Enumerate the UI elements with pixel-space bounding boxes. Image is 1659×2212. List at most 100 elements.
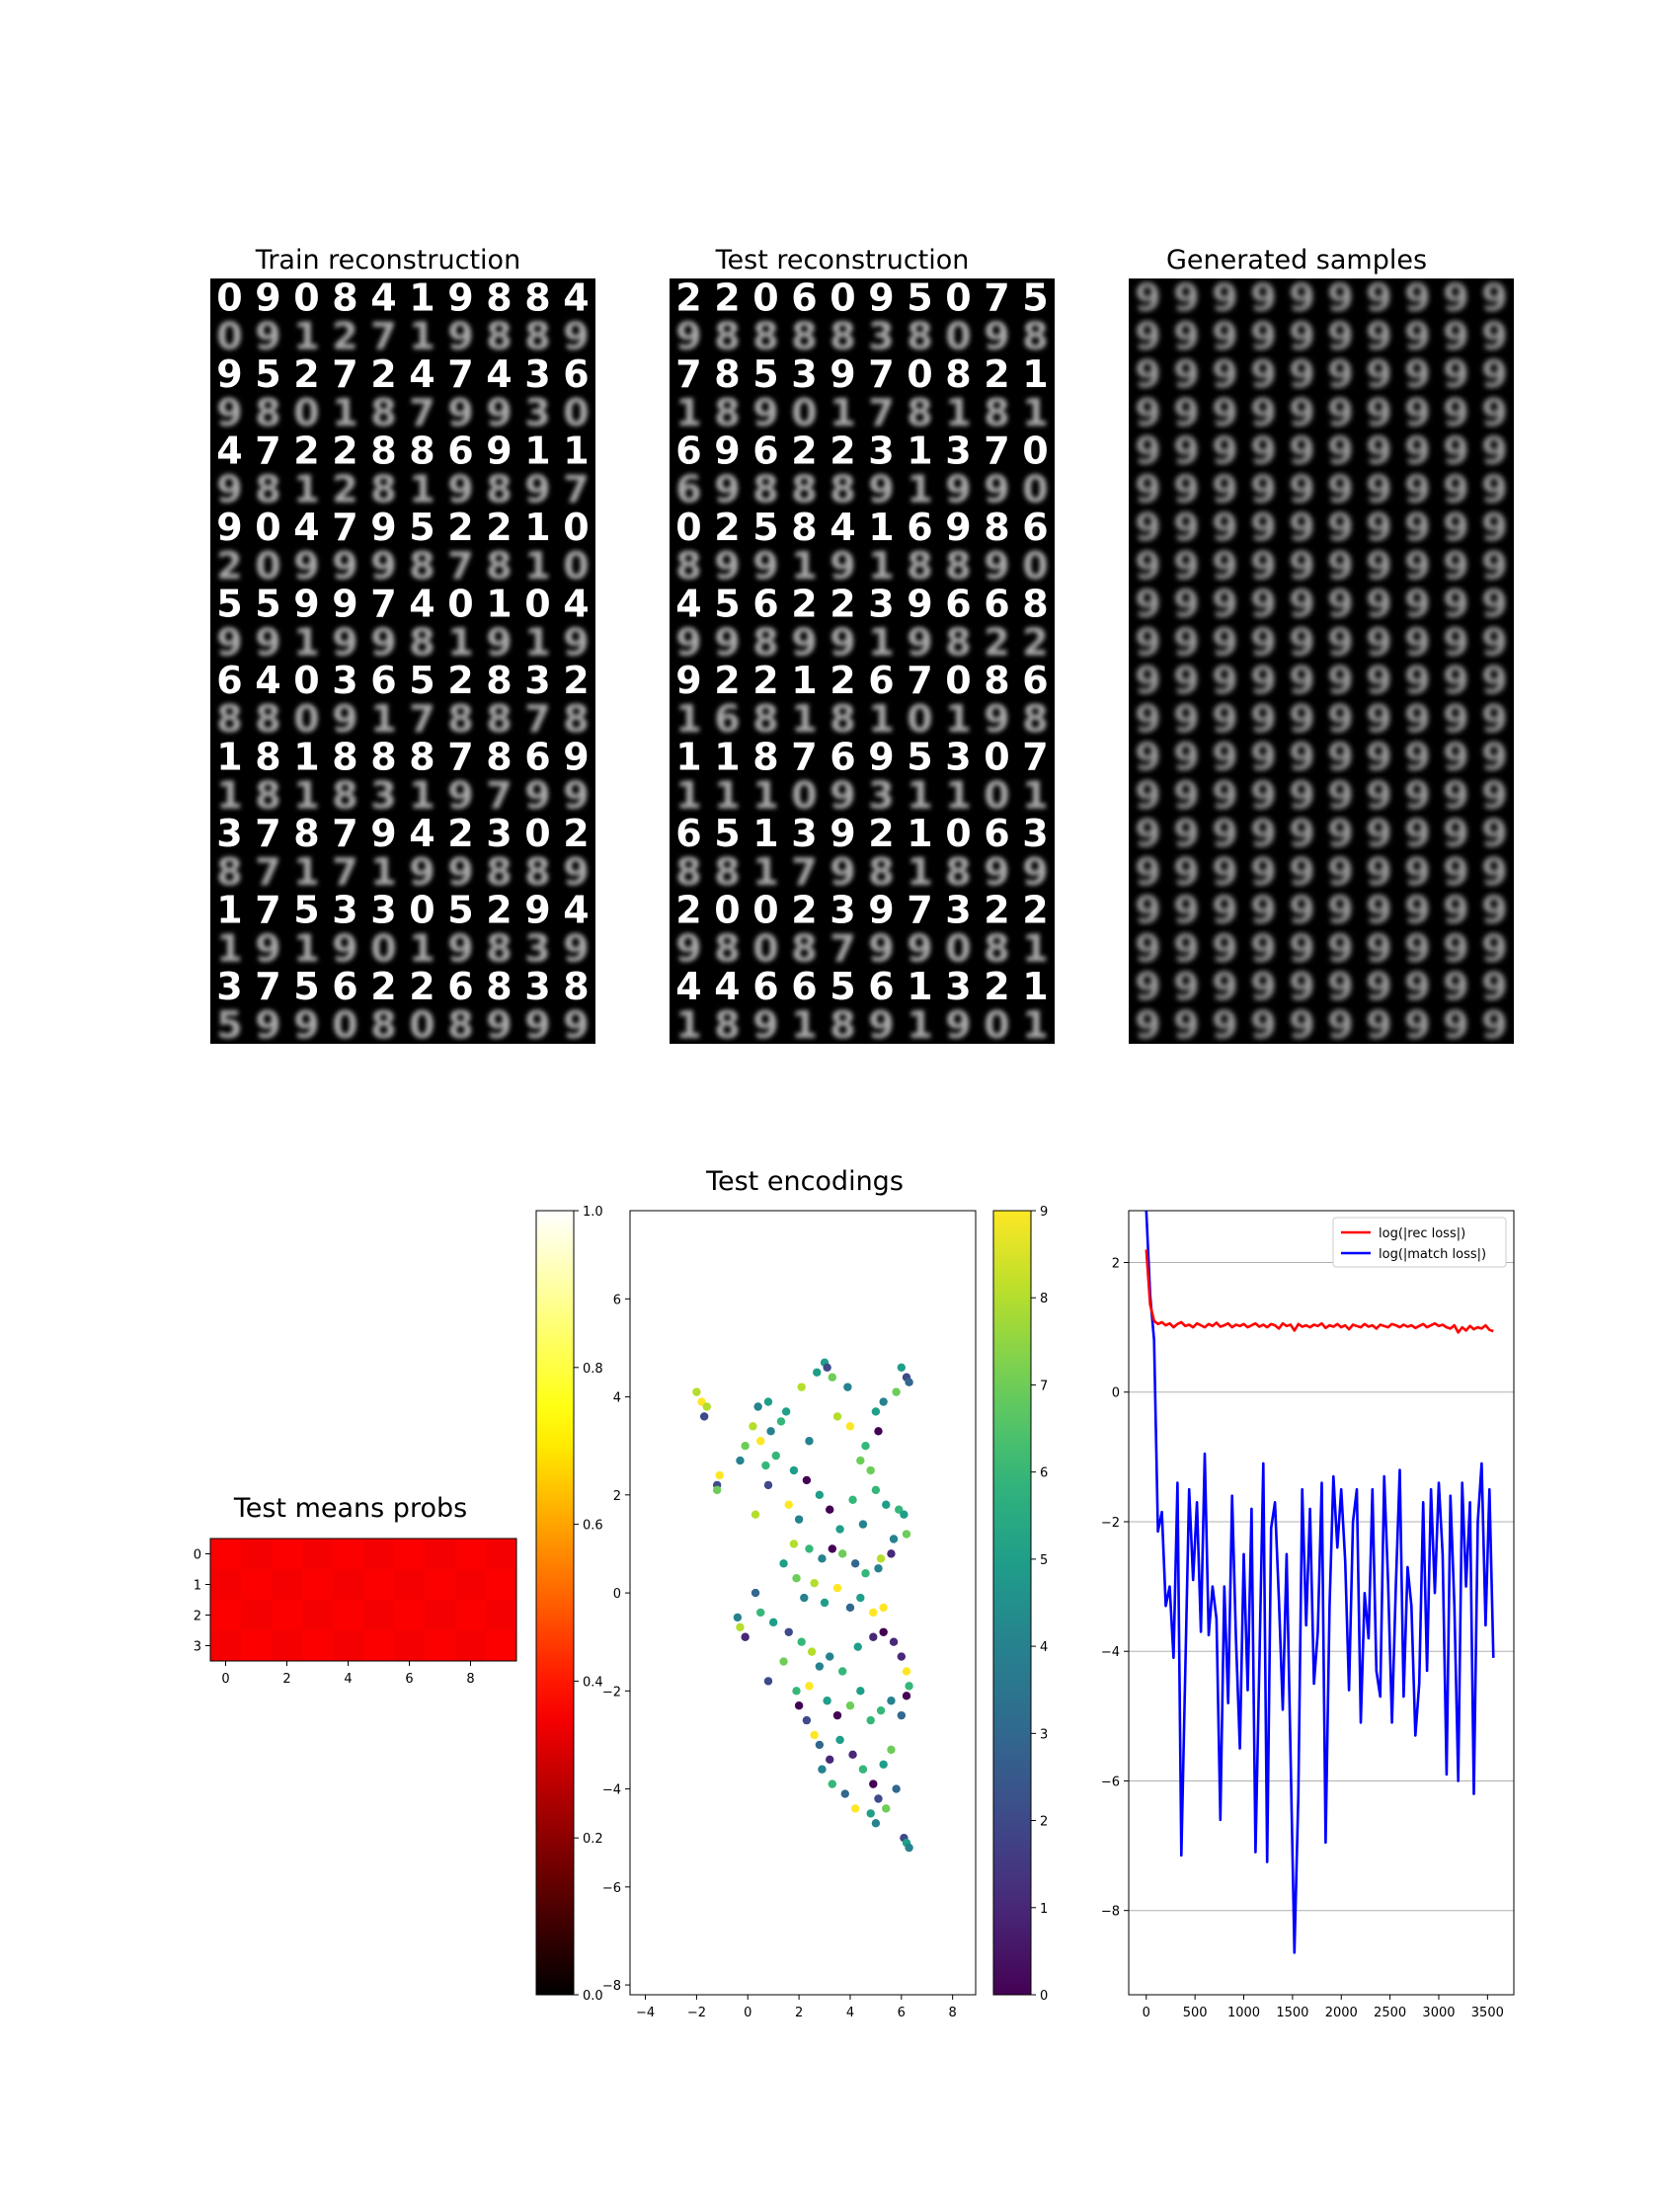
digit-tile: 0 <box>255 506 280 549</box>
heatmap-cell <box>210 1600 242 1631</box>
digit-tile: 1 <box>868 697 894 741</box>
digit-tile: 0 <box>293 276 319 320</box>
digit-tile: 9 <box>1173 926 1199 970</box>
digit-tile: 9 <box>1404 697 1430 741</box>
digit-tile: 0 <box>524 583 550 626</box>
digit-tile: 9 <box>1289 430 1314 473</box>
digit-tile: 9 <box>1481 1003 1507 1047</box>
scatter-point <box>882 1500 891 1509</box>
digit-tile: 2 <box>752 659 778 702</box>
x-tick-label: 0 <box>744 2006 751 2020</box>
digit-tile: 5 <box>907 736 932 779</box>
scatter-point <box>699 1412 709 1421</box>
digit-tile: 9 <box>447 773 473 817</box>
digit-tile: 8 <box>984 926 1009 970</box>
digit-tile: 9 <box>1443 620 1468 664</box>
heatmap-cell <box>241 1600 273 1631</box>
digit-tile: 1 <box>370 697 396 741</box>
digit-tile: 9 <box>1250 850 1276 894</box>
scatter-point <box>776 1417 786 1426</box>
digit-tile: 0 <box>945 926 971 970</box>
digit-tile: 3 <box>524 926 550 970</box>
scatter-point <box>897 1363 907 1373</box>
digit-tile: 9 <box>830 850 855 894</box>
scatter-point <box>905 1843 913 1853</box>
scatter-point <box>750 1588 760 1598</box>
digit-tile: 1 <box>524 620 550 664</box>
digit-tile: 9 <box>1173 773 1199 817</box>
digit-tile: 9 <box>1443 773 1468 817</box>
digit-tile: 7 <box>984 430 1009 473</box>
heatmap-cell <box>394 1600 426 1631</box>
digit-tile: 9 <box>1327 506 1353 549</box>
digit-tile: 0 <box>752 276 778 320</box>
digit-tile: 7 <box>332 850 357 894</box>
x-tick-label: 2 <box>795 2006 803 2020</box>
digit-tile: 9 <box>1404 659 1430 702</box>
digit-tile: 3 <box>791 812 817 855</box>
scatter-point <box>835 1735 844 1745</box>
digit-tile: 9 <box>1289 1003 1314 1047</box>
digit-tile: 9 <box>1366 812 1391 855</box>
digit-tile: 1 <box>868 620 894 664</box>
scatter-point <box>850 1804 860 1813</box>
digit-tile: 9 <box>1481 467 1507 511</box>
digit-tile: 9 <box>868 889 894 932</box>
digit-tile: 9 <box>830 812 855 855</box>
digit-tile: 9 <box>1022 850 1048 894</box>
digit-tile: 9 <box>868 926 894 970</box>
scatter-point <box>794 1701 804 1710</box>
digit-tile: 1 <box>907 773 932 817</box>
scatter-point <box>815 1740 825 1750</box>
digit-tile: 1 <box>332 391 357 434</box>
digit-tile: 9 <box>486 430 512 473</box>
digit-tile: 7 <box>791 736 817 779</box>
digit-tile: 9 <box>1404 812 1430 855</box>
digit-tile: 9 <box>1366 850 1391 894</box>
colorbar-tick-label: 2 <box>1040 1815 1048 1830</box>
heatmap-cell <box>210 1569 242 1601</box>
scatter-point <box>805 1544 814 1553</box>
digit-tile: 1 <box>409 276 434 320</box>
colorbar-tick-label: 0.6 <box>583 1519 603 1534</box>
digit-tile: 1 <box>563 430 589 473</box>
scatter-point <box>797 1637 806 1646</box>
digit-tile: 6 <box>791 965 817 1008</box>
digit-tile: 9 <box>563 850 589 894</box>
digit-tile: 9 <box>1289 697 1314 741</box>
digit-tile: 0 <box>409 889 434 932</box>
digit-tile: 7 <box>486 773 512 817</box>
colorbar-tick-label: 0.8 <box>583 1362 603 1377</box>
digit-tile: 9 <box>1173 353 1199 396</box>
heatmap-cell <box>425 1539 456 1570</box>
digit-tile: 9 <box>1443 659 1468 702</box>
digit-tile: 9 <box>409 850 434 894</box>
scatter-point <box>837 1667 847 1676</box>
digit-tile: 1 <box>945 773 971 817</box>
heatmap-cell <box>486 1539 517 1570</box>
digit-tile: 9 <box>1289 812 1314 855</box>
series-line <box>1145 1249 1494 1334</box>
digit-tile: 9 <box>1404 889 1430 932</box>
digit-tile: 9 <box>1135 276 1160 320</box>
digit-tile: 9 <box>1481 314 1507 357</box>
digit-tile: 2 <box>675 889 701 932</box>
digit-tile: 0 <box>752 889 778 932</box>
digit-tile: 9 <box>1135 314 1160 357</box>
digit-tile: 9 <box>1443 1003 1468 1047</box>
digit-tile: 8 <box>1022 314 1048 357</box>
scatter-point <box>818 1765 827 1774</box>
digit-tile: 9 <box>1212 314 1237 357</box>
digit-tile: 0 <box>945 276 971 320</box>
y-tick-label: 1 <box>194 1579 201 1594</box>
digit-tile: 2 <box>563 812 589 855</box>
scatter-point <box>805 1682 814 1691</box>
scatter-point <box>763 1480 773 1490</box>
digit-tile: 9 <box>1481 506 1507 549</box>
digit-tile: 9 <box>332 620 357 664</box>
x-tick-label: −4 <box>636 2006 655 2020</box>
digit-tile: 4 <box>563 583 589 626</box>
digit-tile: 9 <box>1289 391 1314 434</box>
digit-tile: 0 <box>293 697 319 741</box>
digit-tile: 3 <box>945 965 971 1008</box>
